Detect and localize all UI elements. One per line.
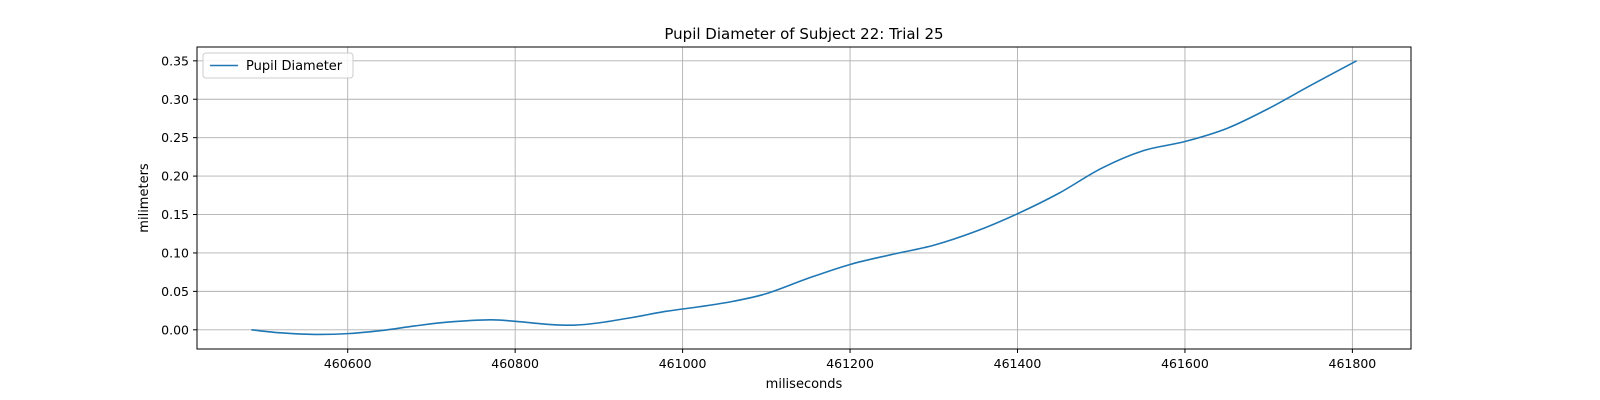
y-tick-label: 0.20 [161,169,189,184]
plot-frame [196,46,1412,350]
x-tick-label: 461000 [659,356,707,371]
x-tick-label: 461200 [826,356,874,371]
x-axis-label: miliseconds [766,377,843,392]
x-tick-label: 461400 [994,356,1042,371]
series-layer [251,60,1357,336]
y-tick-label: 0.00 [161,322,189,337]
y-tick-label: 0.05 [161,284,189,299]
chart-title: Pupil Diameter of Subject 22: Trial 25 [664,25,943,43]
legend-label: Pupil Diameter [246,59,343,74]
legend: Pupil Diameter [202,52,354,79]
legend-box [202,52,354,79]
y-tick-label: 0.15 [161,207,189,222]
y-axis-label: milimeters [137,163,152,233]
x-tick-label: 461600 [1161,356,1209,371]
y-tick-label: 0.35 [161,53,189,68]
y-tick-label: 0.30 [161,92,189,107]
x-tick-label: 461800 [1329,356,1377,371]
y-tick-label: 0.10 [161,245,189,260]
x-axis: 460600 460800 461000 461200 461400 461600 4618… [324,349,1376,371]
series-line-pupil-diameter [251,60,1357,336]
x-tick-label: 460800 [491,356,539,371]
x-tick-label: 460600 [324,356,372,371]
grid [197,47,1411,349]
y-tick-label: 0.25 [161,130,189,145]
y-axis: 0.00 0.05 0.10 0.15 0.20 0.25 0.30 0.35 [161,53,197,337]
